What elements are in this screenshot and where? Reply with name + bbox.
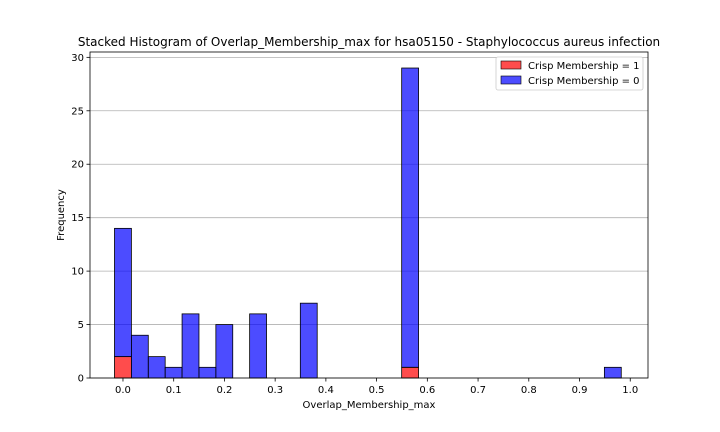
bar-crisp-0 xyxy=(114,227,132,358)
bar-crisp-0 xyxy=(401,67,419,368)
x-tick-label: 0.8 xyxy=(521,385,537,396)
bar-crisp-0 xyxy=(164,366,183,379)
y-axis-label: Frequency xyxy=(56,189,67,241)
legend-box xyxy=(495,56,644,91)
bar-crisp-0 xyxy=(299,302,318,379)
bar-crisp-0 xyxy=(181,313,200,379)
x-tick-label: 0.9 xyxy=(572,385,588,396)
x-tick-label: 0.7 xyxy=(470,385,486,396)
bar-crisp-0 xyxy=(603,366,622,379)
plot-frame xyxy=(89,51,649,379)
x-tick-label: 0.6 xyxy=(419,385,435,396)
bar-crisp-0 xyxy=(198,366,217,379)
bar-crisp-1 xyxy=(401,366,419,379)
y-tick-label: 0 xyxy=(78,374,84,385)
bar-crisp-0 xyxy=(249,313,267,379)
y-tick-label: 5 xyxy=(78,320,84,331)
x-tick-label: 0.2 xyxy=(216,385,232,396)
bar-crisp-1 xyxy=(114,356,132,379)
x-axis-ticks: 0.0 0.1 0.2 0.3 0.4 0.5 0.6 0.7 0.8 0.9 1.0 xyxy=(115,378,638,396)
y-tick-label: 25 xyxy=(71,106,84,117)
bar-crisp-0 xyxy=(147,356,166,379)
legend-swatch-crisp-0 xyxy=(500,75,522,85)
legend: Crisp Membership = 1 Crisp Membership = … xyxy=(495,56,644,91)
chart-title: Stacked Histogram of Overlap_Membership_… xyxy=(78,35,660,49)
x-tick-label: 1.0 xyxy=(622,385,638,396)
legend-swatch-crisp-1 xyxy=(500,60,522,70)
x-tick-label: 0.4 xyxy=(318,385,334,396)
legend-label-crisp-1: Crisp Membership = 1 xyxy=(528,61,640,72)
x-axis-label: Overlap_Membership_max xyxy=(303,400,436,411)
x-tick-label: 0.3 xyxy=(267,385,283,396)
x-tick-label: 0.1 xyxy=(166,385,182,396)
bar-crisp-0 xyxy=(130,334,149,379)
y-tick-label: 30 xyxy=(71,53,84,64)
x-tick-label: 0.5 xyxy=(369,385,385,396)
y-axis-ticks: 0 5 10 15 20 25 30 xyxy=(71,53,90,385)
x-tick-label: 0.0 xyxy=(115,385,131,396)
bars xyxy=(114,67,622,379)
legend-label-crisp-0: Crisp Membership = 0 xyxy=(528,76,640,87)
y-tick-label: 15 xyxy=(71,213,84,224)
bar-crisp-0 xyxy=(215,324,234,379)
y-tick-label: 20 xyxy=(71,160,84,171)
y-tick-label: 10 xyxy=(71,267,84,278)
